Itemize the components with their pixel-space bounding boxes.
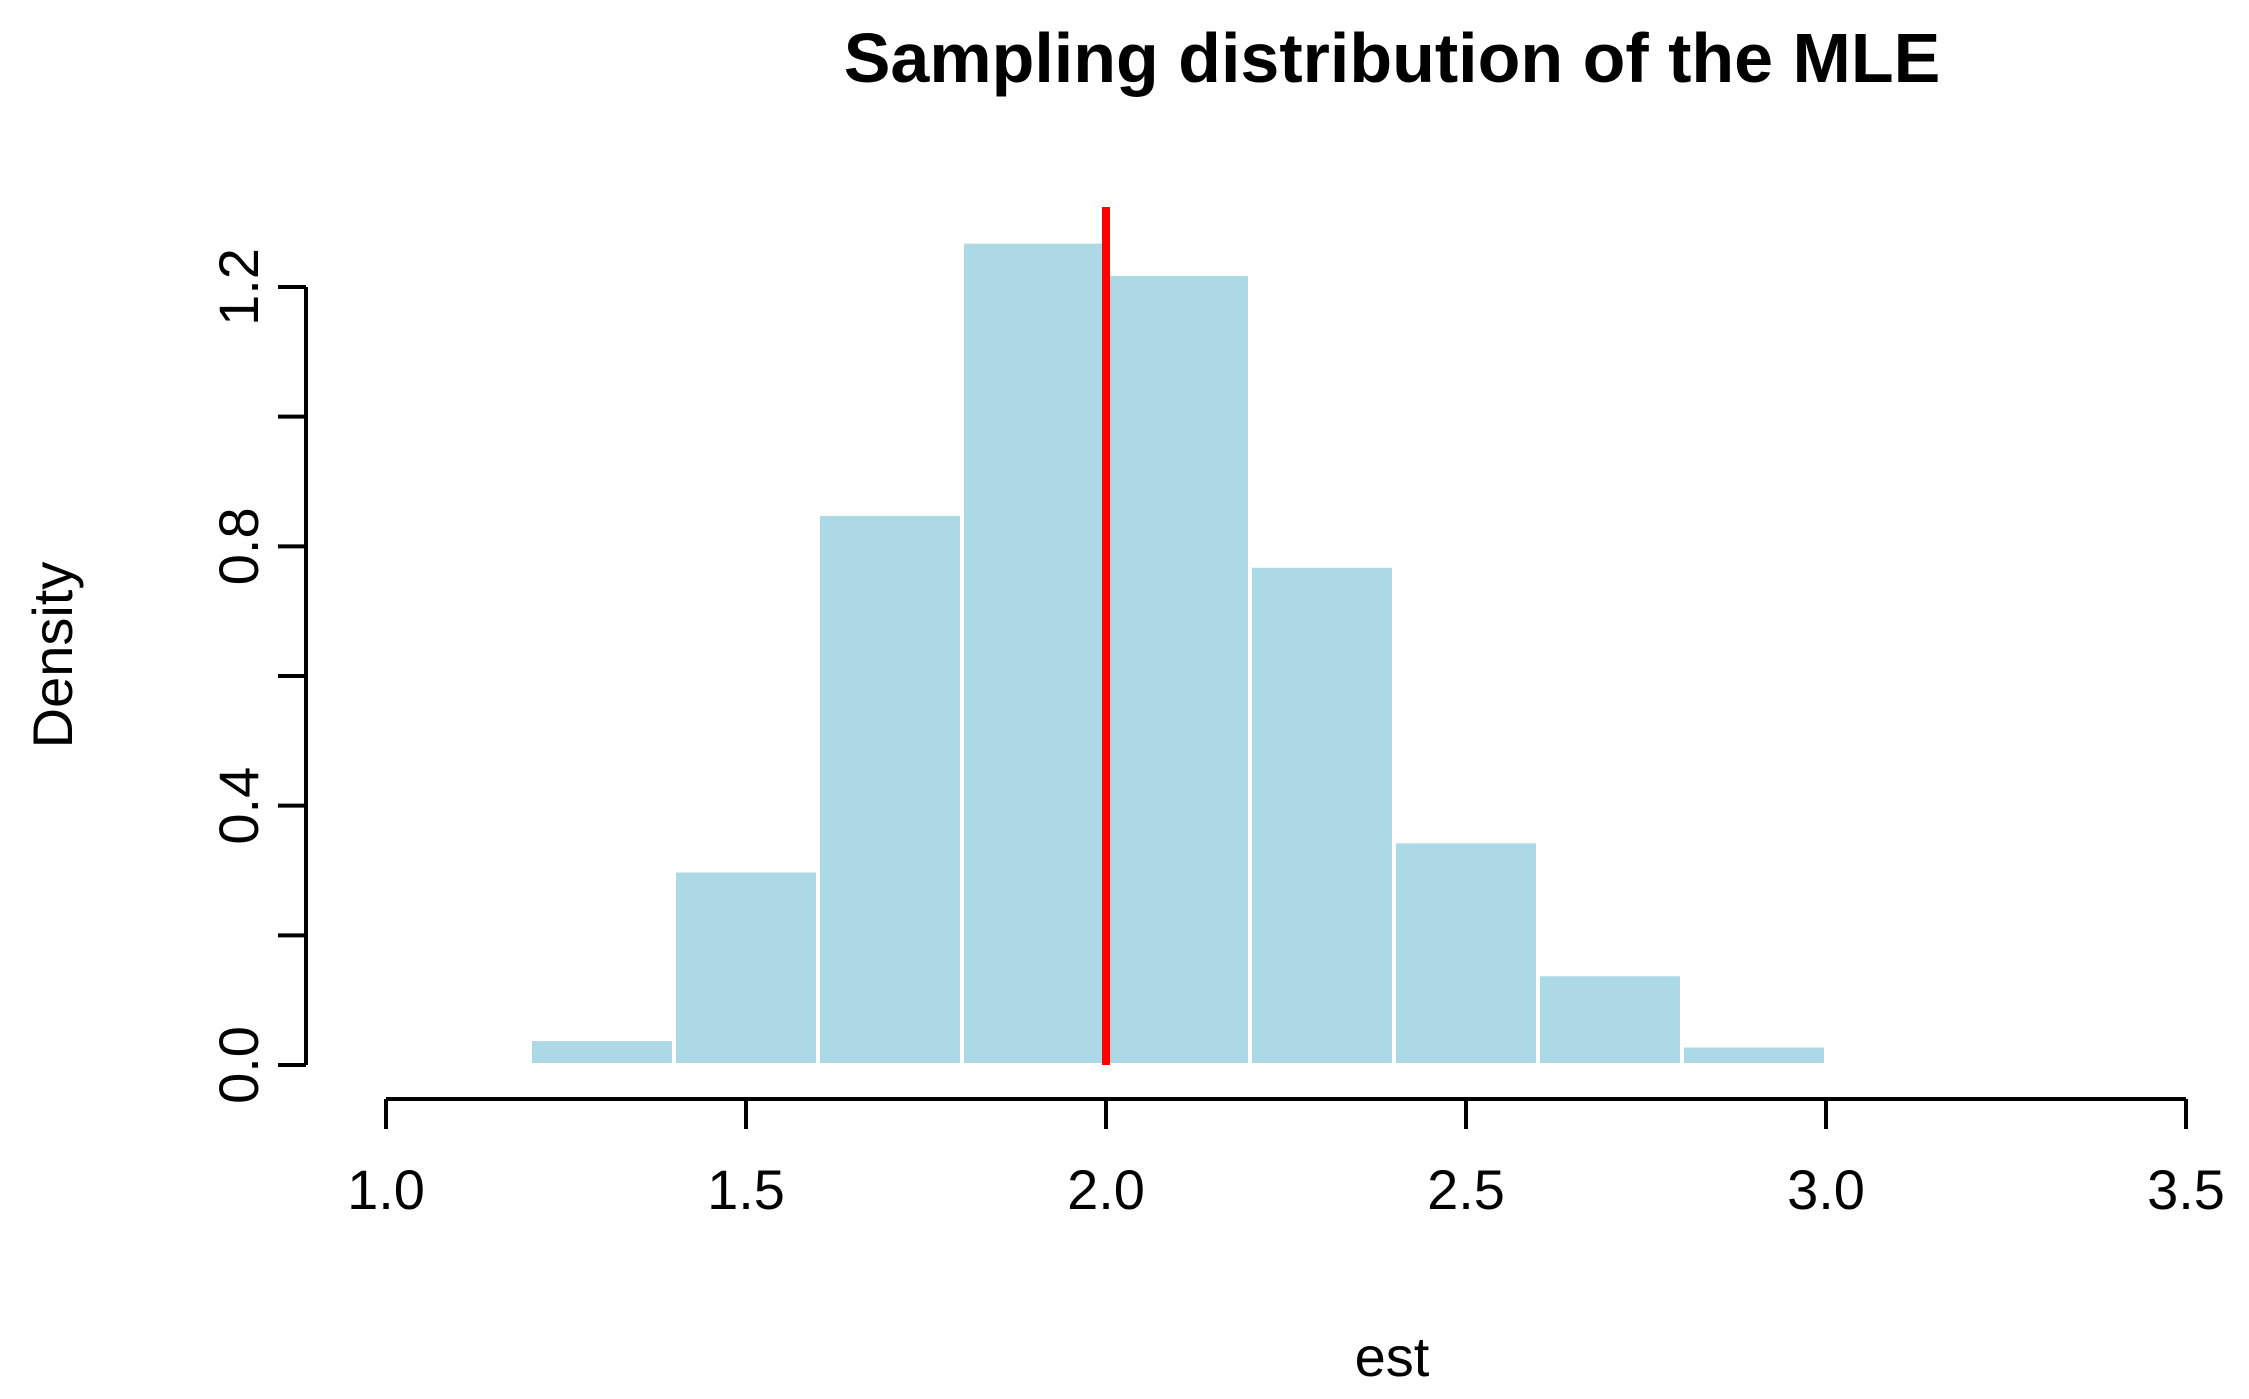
- histogram-bar-6: [1248, 563, 1396, 1067]
- y-tick-label-4: 1.2: [207, 248, 270, 326]
- x-axis: 1.0 1.5 2.0 2.5 3.0 3.5: [347, 1097, 2225, 1221]
- histogram-bars: [528, 239, 1828, 1068]
- x-axis-label: est: [1355, 1325, 1430, 1388]
- histogram-bar-4: [960, 239, 1108, 1067]
- y-tick-label-2: 0.4: [207, 767, 270, 845]
- histogram-bar-3: [816, 511, 964, 1067]
- chart-title: Sampling distribution of the MLE: [844, 19, 1941, 97]
- x-tick-label-3: 2.0: [1067, 1158, 1145, 1221]
- histogram-bar-2: [672, 868, 820, 1067]
- x-tick-label-6: 3.5: [2147, 1158, 2225, 1221]
- y-tick-label-1: 0.0: [207, 1026, 270, 1104]
- x-tick-label-5: 3.0: [1787, 1158, 1865, 1221]
- x-tick-label-1: 1.0: [347, 1158, 425, 1221]
- histogram-bar-5: [1104, 272, 1252, 1067]
- y-axis: 0.0 0.4 0.8 1.2: [207, 248, 308, 1104]
- y-axis-label: Density: [21, 562, 84, 749]
- x-tick-label-4: 2.5: [1427, 1158, 1505, 1221]
- histogram-bar-7: [1392, 839, 1540, 1068]
- histogram-bar-9: [1680, 1043, 1828, 1067]
- histogram-bar-1: [528, 1037, 676, 1067]
- x-tick-label-2: 1.5: [707, 1158, 785, 1221]
- histogram-bar-8: [1536, 972, 1684, 1068]
- y-tick-label-3: 0.8: [207, 507, 270, 585]
